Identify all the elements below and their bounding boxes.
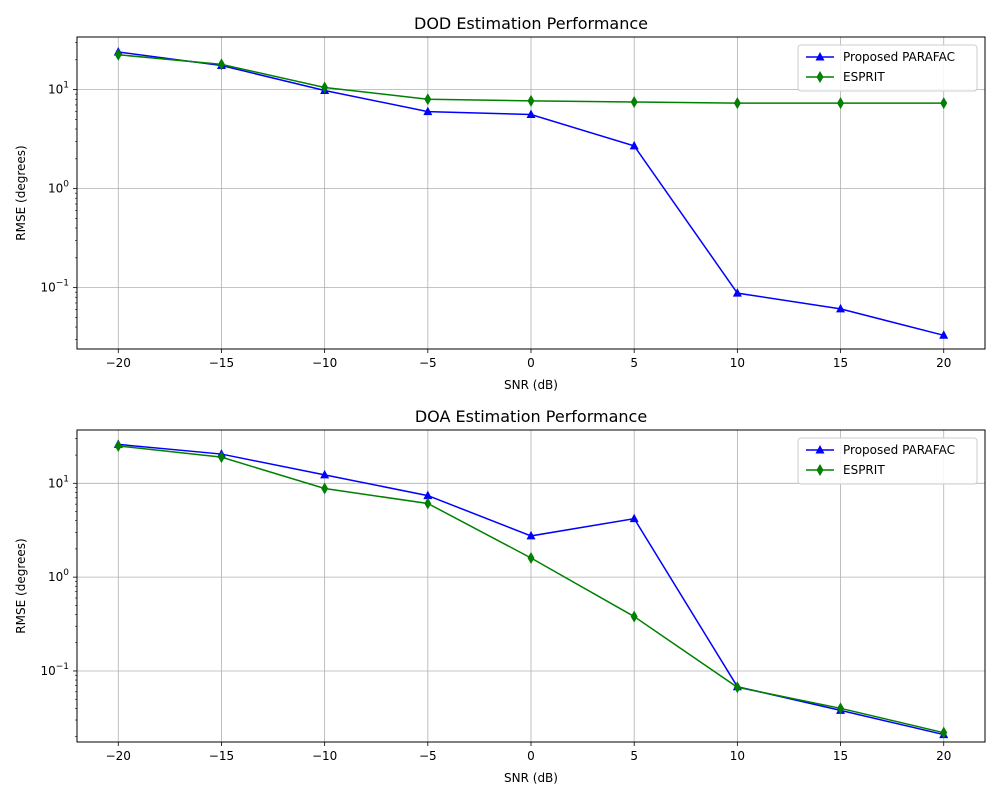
dod-diamond-marker [424, 93, 432, 106]
dod-x-tick-label: −10 [312, 356, 337, 370]
dod-legend-item: Proposed PARAFAC [806, 50, 955, 64]
dod-x-tick-label: −20 [106, 356, 131, 370]
dod-diamond-marker [114, 48, 122, 61]
doa-legend-item: ESPRIT [806, 463, 885, 477]
dod-ylabel: RMSE (degrees) [14, 145, 28, 240]
doa-series-esprit [114, 439, 948, 739]
doa-x-tick-label: −20 [106, 749, 131, 763]
dod-series-esprit [114, 48, 948, 110]
doa-x-ticks: −20 −15 −10 −5 0 5 10 15 20 [106, 742, 951, 763]
dod-x-tick-label: 15 [833, 356, 848, 370]
doa-x-tick-label: 20 [936, 749, 951, 763]
doa-y-tick-label: 101 [48, 474, 69, 490]
dod-diamond-marker [940, 97, 948, 110]
doa-legend-label: Proposed PARAFAC [843, 443, 955, 457]
doa-diamond-marker [321, 482, 329, 495]
dod-y-tick-label: 101 [48, 81, 69, 97]
doa-triangle-marker [629, 513, 639, 523]
doa-legend-box [797, 437, 978, 485]
dod-title: DOD Estimation Performance [414, 14, 648, 33]
doa-y-ticks: 10−1 100 101 [40, 474, 77, 678]
dod-x-tick-label: −5 [419, 356, 437, 370]
dod-triangle-marker [526, 109, 536, 119]
doa-diamond-marker [424, 497, 432, 510]
doa-legend-label: ESPRIT [843, 463, 885, 477]
dod-panel: DOD Estimation Performance SNR (dB) RMSE… [14, 14, 986, 392]
dod-x-tick-label: 0 [527, 356, 535, 370]
dod-triangle-marker [629, 140, 639, 150]
dod-legend-label: ESPRIT [843, 70, 885, 84]
dod-legend-box [797, 44, 978, 92]
dod-y-tick-label: 10−1 [40, 279, 69, 295]
doa-diamond-marker [940, 726, 948, 739]
dod-legend-diamond-marker [816, 71, 824, 83]
doa-diamond-marker [527, 551, 535, 564]
doa-title: DOA Estimation Performance [415, 407, 647, 426]
dod-y-ticks: 10−1 100 101 [40, 81, 77, 295]
dod-x-tick-label: 5 [630, 356, 638, 370]
doa-xlabel: SNR (dB) [504, 771, 558, 785]
doa-x-tick-label: −10 [312, 749, 337, 763]
doa-diamond-marker [837, 702, 845, 715]
doa-x-tick-label: −15 [209, 749, 234, 763]
doa-diamond-marker [114, 439, 122, 452]
dod-x-tick-label: 20 [936, 356, 951, 370]
dod-diamond-marker [321, 81, 329, 94]
doa-legend-diamond-marker [816, 464, 824, 476]
doa-x-tick-label: 5 [630, 749, 638, 763]
doa-diamond-marker [733, 681, 741, 694]
doa-x-tick-label: 10 [730, 749, 745, 763]
doa-legend-item: Proposed PARAFAC [806, 443, 955, 457]
dod-legend: Proposed PARAFAC ESPRIT [797, 44, 978, 92]
dod-xlabel: SNR (dB) [504, 378, 558, 392]
dod-grid [77, 37, 985, 349]
dod-triangle-marker [939, 330, 949, 339]
dod-triangle-marker [423, 106, 433, 116]
dod-diamond-marker [217, 58, 225, 71]
doa-triangle-marker [423, 490, 433, 500]
doa-legend-triangle-marker [815, 445, 825, 454]
doa-y-tick-label: 10−1 [40, 662, 69, 678]
doa-triangle-marker [526, 530, 536, 540]
dod-axes-frame [76, 36, 986, 350]
dod-x-tick-label: 10 [730, 356, 745, 370]
doa-x-tick-label: −5 [419, 749, 437, 763]
doa-x-tick-label: 0 [527, 749, 535, 763]
doa-diamond-marker [217, 451, 225, 464]
doa-x-tick-label: 15 [833, 749, 848, 763]
doa-panel: DOA Estimation Performance SNR (dB) RMSE… [14, 407, 986, 785]
dod-diamond-marker [733, 97, 741, 110]
dod-triangle-marker [836, 303, 846, 313]
dod-triangle-marker [732, 288, 742, 297]
dod-x-ticks: −20 −15 −10 −5 0 5 10 15 20 [106, 349, 951, 370]
doa-legend: Proposed PARAFAC ESPRIT [797, 437, 978, 485]
doa-y-tick-label: 100 [48, 568, 69, 584]
dod-legend-label: Proposed PARAFAC [843, 50, 955, 64]
dod-legend-triangle-marker [815, 52, 825, 61]
doa-diamond-marker [630, 610, 638, 623]
doa-ylabel: RMSE (degrees) [14, 538, 28, 633]
dod-legend-item: ESPRIT [806, 70, 885, 84]
doa-axes-frame [76, 429, 986, 743]
dod-diamond-marker [837, 97, 845, 110]
dod-y-tick-label: 100 [48, 180, 69, 196]
dod-diamond-marker [630, 95, 638, 108]
dod-diamond-marker [527, 94, 535, 107]
doa-triangle-marker [320, 469, 330, 479]
dod-x-tick-label: −15 [209, 356, 234, 370]
